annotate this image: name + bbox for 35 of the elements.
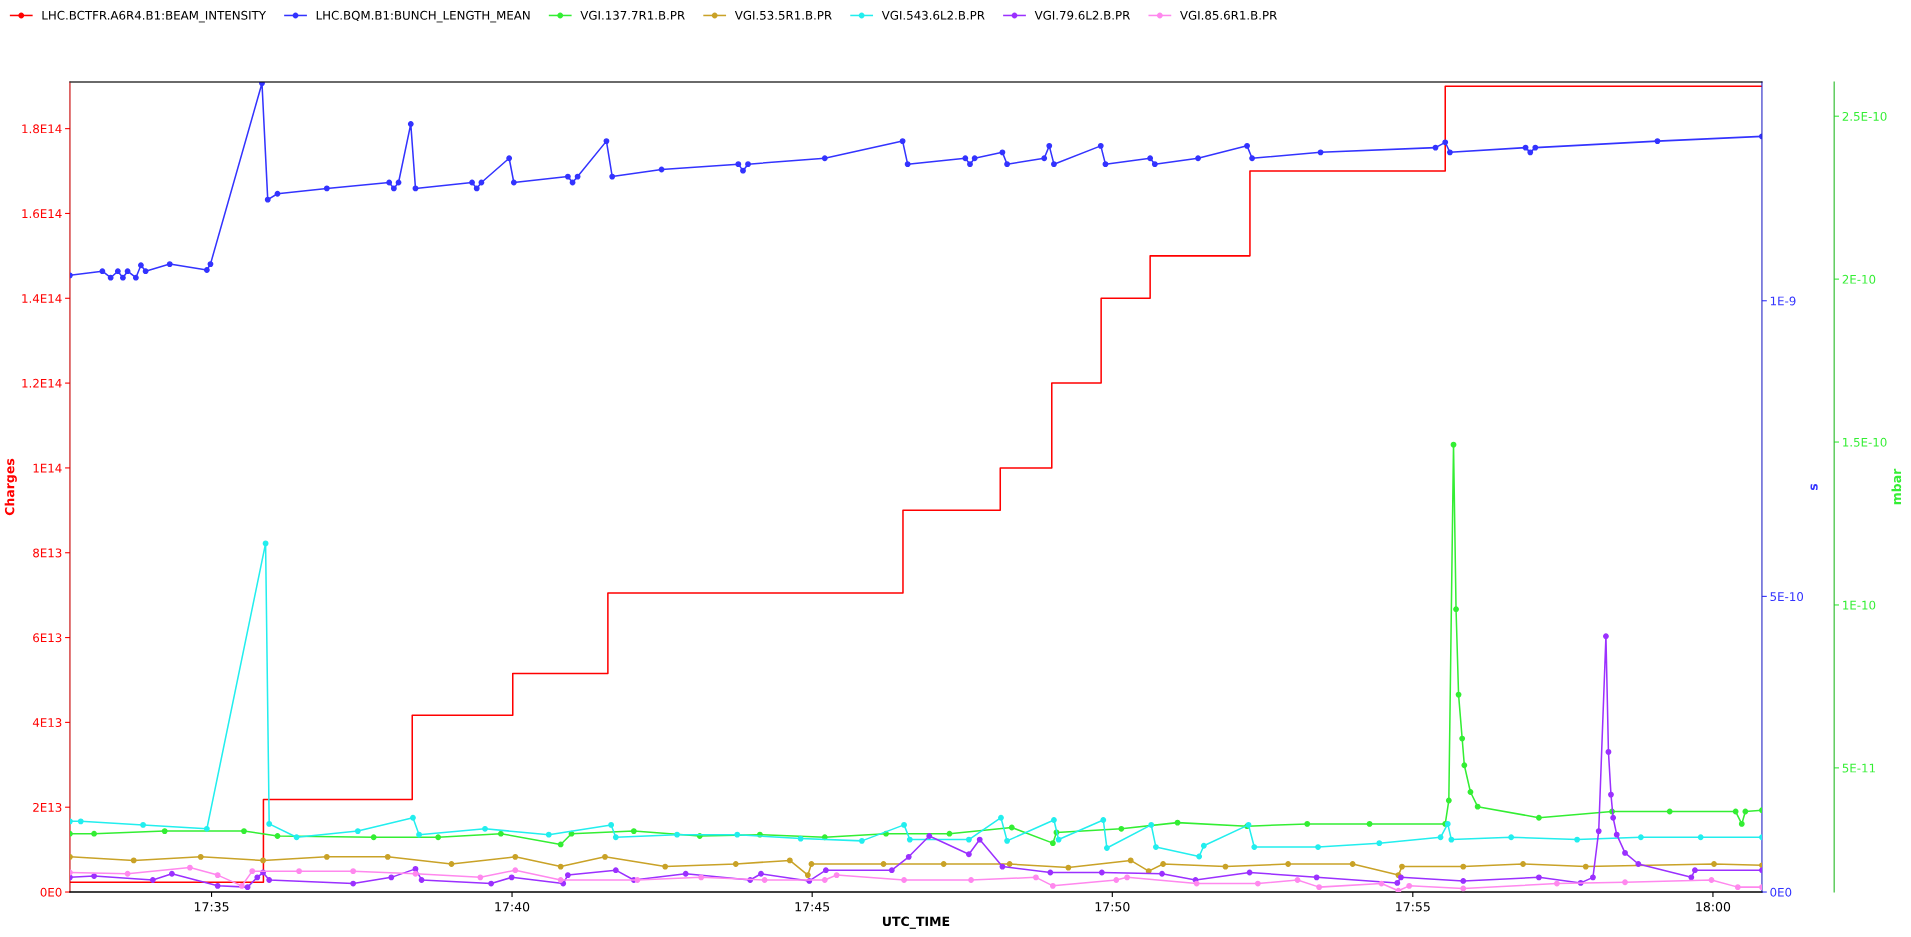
y-axis-title: Charges: [4, 458, 17, 516]
y2-axis-title: s: [1810, 483, 1818, 491]
x-tick-label: 17:35: [194, 901, 229, 912]
legend-label: VGI.53.5R1.B.PR: [734, 10, 832, 20]
x-tick-label: 18:00: [1696, 901, 1731, 912]
legend-label: VGI.543.6L2.B.PR: [881, 10, 985, 20]
x-tick-label: 17:45: [795, 902, 830, 912]
y-tick-label: 4E13: [32, 718, 62, 728]
y2-tick-label: 1E-9: [1770, 296, 1796, 306]
legend-label: VGI.85.6R1.B.PR: [1180, 10, 1277, 20]
y-tick-label: 6E13: [33, 633, 62, 643]
y3-tick-label: 1.5E-10: [1843, 437, 1887, 447]
legend-label: VGI.137.7R1.B.PR: [580, 10, 685, 20]
y2-tick-label: 0E0: [1770, 887, 1792, 897]
legend-label: LHC.BQM.B1:BUNCH_LENGTH_MEAN: [316, 10, 530, 23]
legend-label: LHC.BCTFR.A6R4.B1:BEAM_INTENSITY: [42, 10, 267, 23]
y-tick-label: 8E13: [33, 548, 62, 558]
y-tick-label: 1.4E14: [22, 294, 62, 303]
y-tick-label: 1.6E14: [22, 209, 62, 219]
y3-axis-title: mbar: [1891, 468, 1902, 505]
y3-tick-label: 5E-11: [1842, 763, 1875, 773]
y-tick-label: 1.8E14: [22, 124, 62, 134]
y-tick-label: 0E0: [40, 887, 62, 897]
x-tick-label: 17:50: [1095, 901, 1130, 912]
x-tick-label: 17:55: [1396, 902, 1430, 912]
y-tick-label: 1.2E14: [22, 378, 62, 388]
x-tick-label: 17:40: [495, 901, 530, 912]
y3-tick-label: 1E-10: [1843, 600, 1876, 610]
legend-label: VGI.79.6L2.B.PR: [1034, 10, 1130, 20]
x-axis-title: UTC_TIME: [882, 916, 950, 929]
y3-tick-label: 2.5E-10: [1842, 111, 1887, 121]
y3-tick-label: 2E-10: [1842, 274, 1876, 284]
y2-tick-label: 5E-10: [1770, 592, 1804, 602]
y-tick-label: 1E14: [33, 463, 62, 473]
y-tick-label: 2E13: [33, 802, 62, 812]
